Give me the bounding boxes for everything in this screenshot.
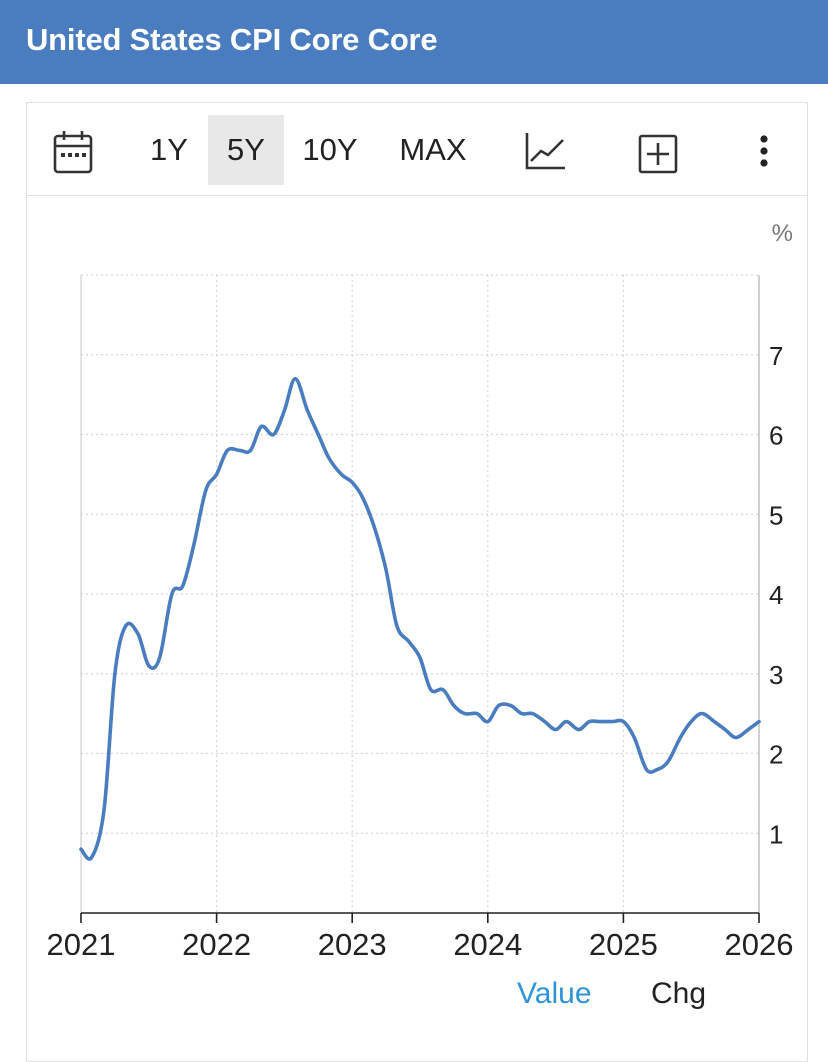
range-5y-button[interactable]: 5Y (208, 115, 284, 185)
app-header: United States CPI Core Core (0, 0, 828, 84)
x-tick-label: 2021 (47, 927, 116, 955)
x-tick-label: 2023 (318, 927, 387, 955)
chart-grid (80, 274, 760, 923)
add-box-icon[interactable] (638, 134, 678, 174)
x-axis-labels: 2021 2022 2023 2024 2025 2026 (47, 927, 794, 955)
y-tick-label: 3 (769, 660, 783, 690)
line-chart: % 1 2 3 4 5 6 7 2021 2022 2023 2024 2025 2026 (47, 220, 794, 955)
y-tick-label: 7 (769, 341, 783, 371)
y-tick-label: 1 (769, 819, 783, 849)
y-tick-label: 6 (769, 421, 783, 451)
calendar-icon[interactable] (53, 130, 93, 174)
series-group (79, 376, 761, 861)
y-tick-label: 5 (769, 500, 783, 530)
x-tick-label: 2024 (453, 927, 522, 955)
line-chart-icon[interactable] (525, 131, 567, 171)
chart-panel: 1Y 5Y 10Y MAX % (26, 102, 808, 1062)
x-tick-label: 2025 (589, 927, 658, 955)
range-max-button[interactable]: MAX (399, 132, 467, 167)
chart-mode-tabs: Value Chg (27, 973, 807, 1023)
range-10y-button[interactable]: 10Y (302, 132, 358, 167)
page-title: United States CPI Core Core (26, 22, 438, 57)
y-axis-labels: 1 2 3 4 5 6 7 (769, 341, 783, 850)
range-1y-button[interactable]: 1Y (150, 132, 188, 167)
series-line (79, 376, 761, 861)
y-tick-label: 2 (769, 740, 783, 770)
chart-toolbar: 1Y 5Y 10Y MAX (27, 103, 807, 196)
more-vertical-icon[interactable] (757, 134, 771, 168)
x-tick-label: 2026 (725, 927, 794, 955)
x-tick-label: 2022 (182, 927, 251, 955)
y-tick-label: 4 (769, 580, 783, 610)
unit-label: % (772, 220, 793, 247)
tab-value[interactable]: Value (517, 977, 592, 1010)
tab-chg[interactable]: Chg (651, 977, 707, 1010)
